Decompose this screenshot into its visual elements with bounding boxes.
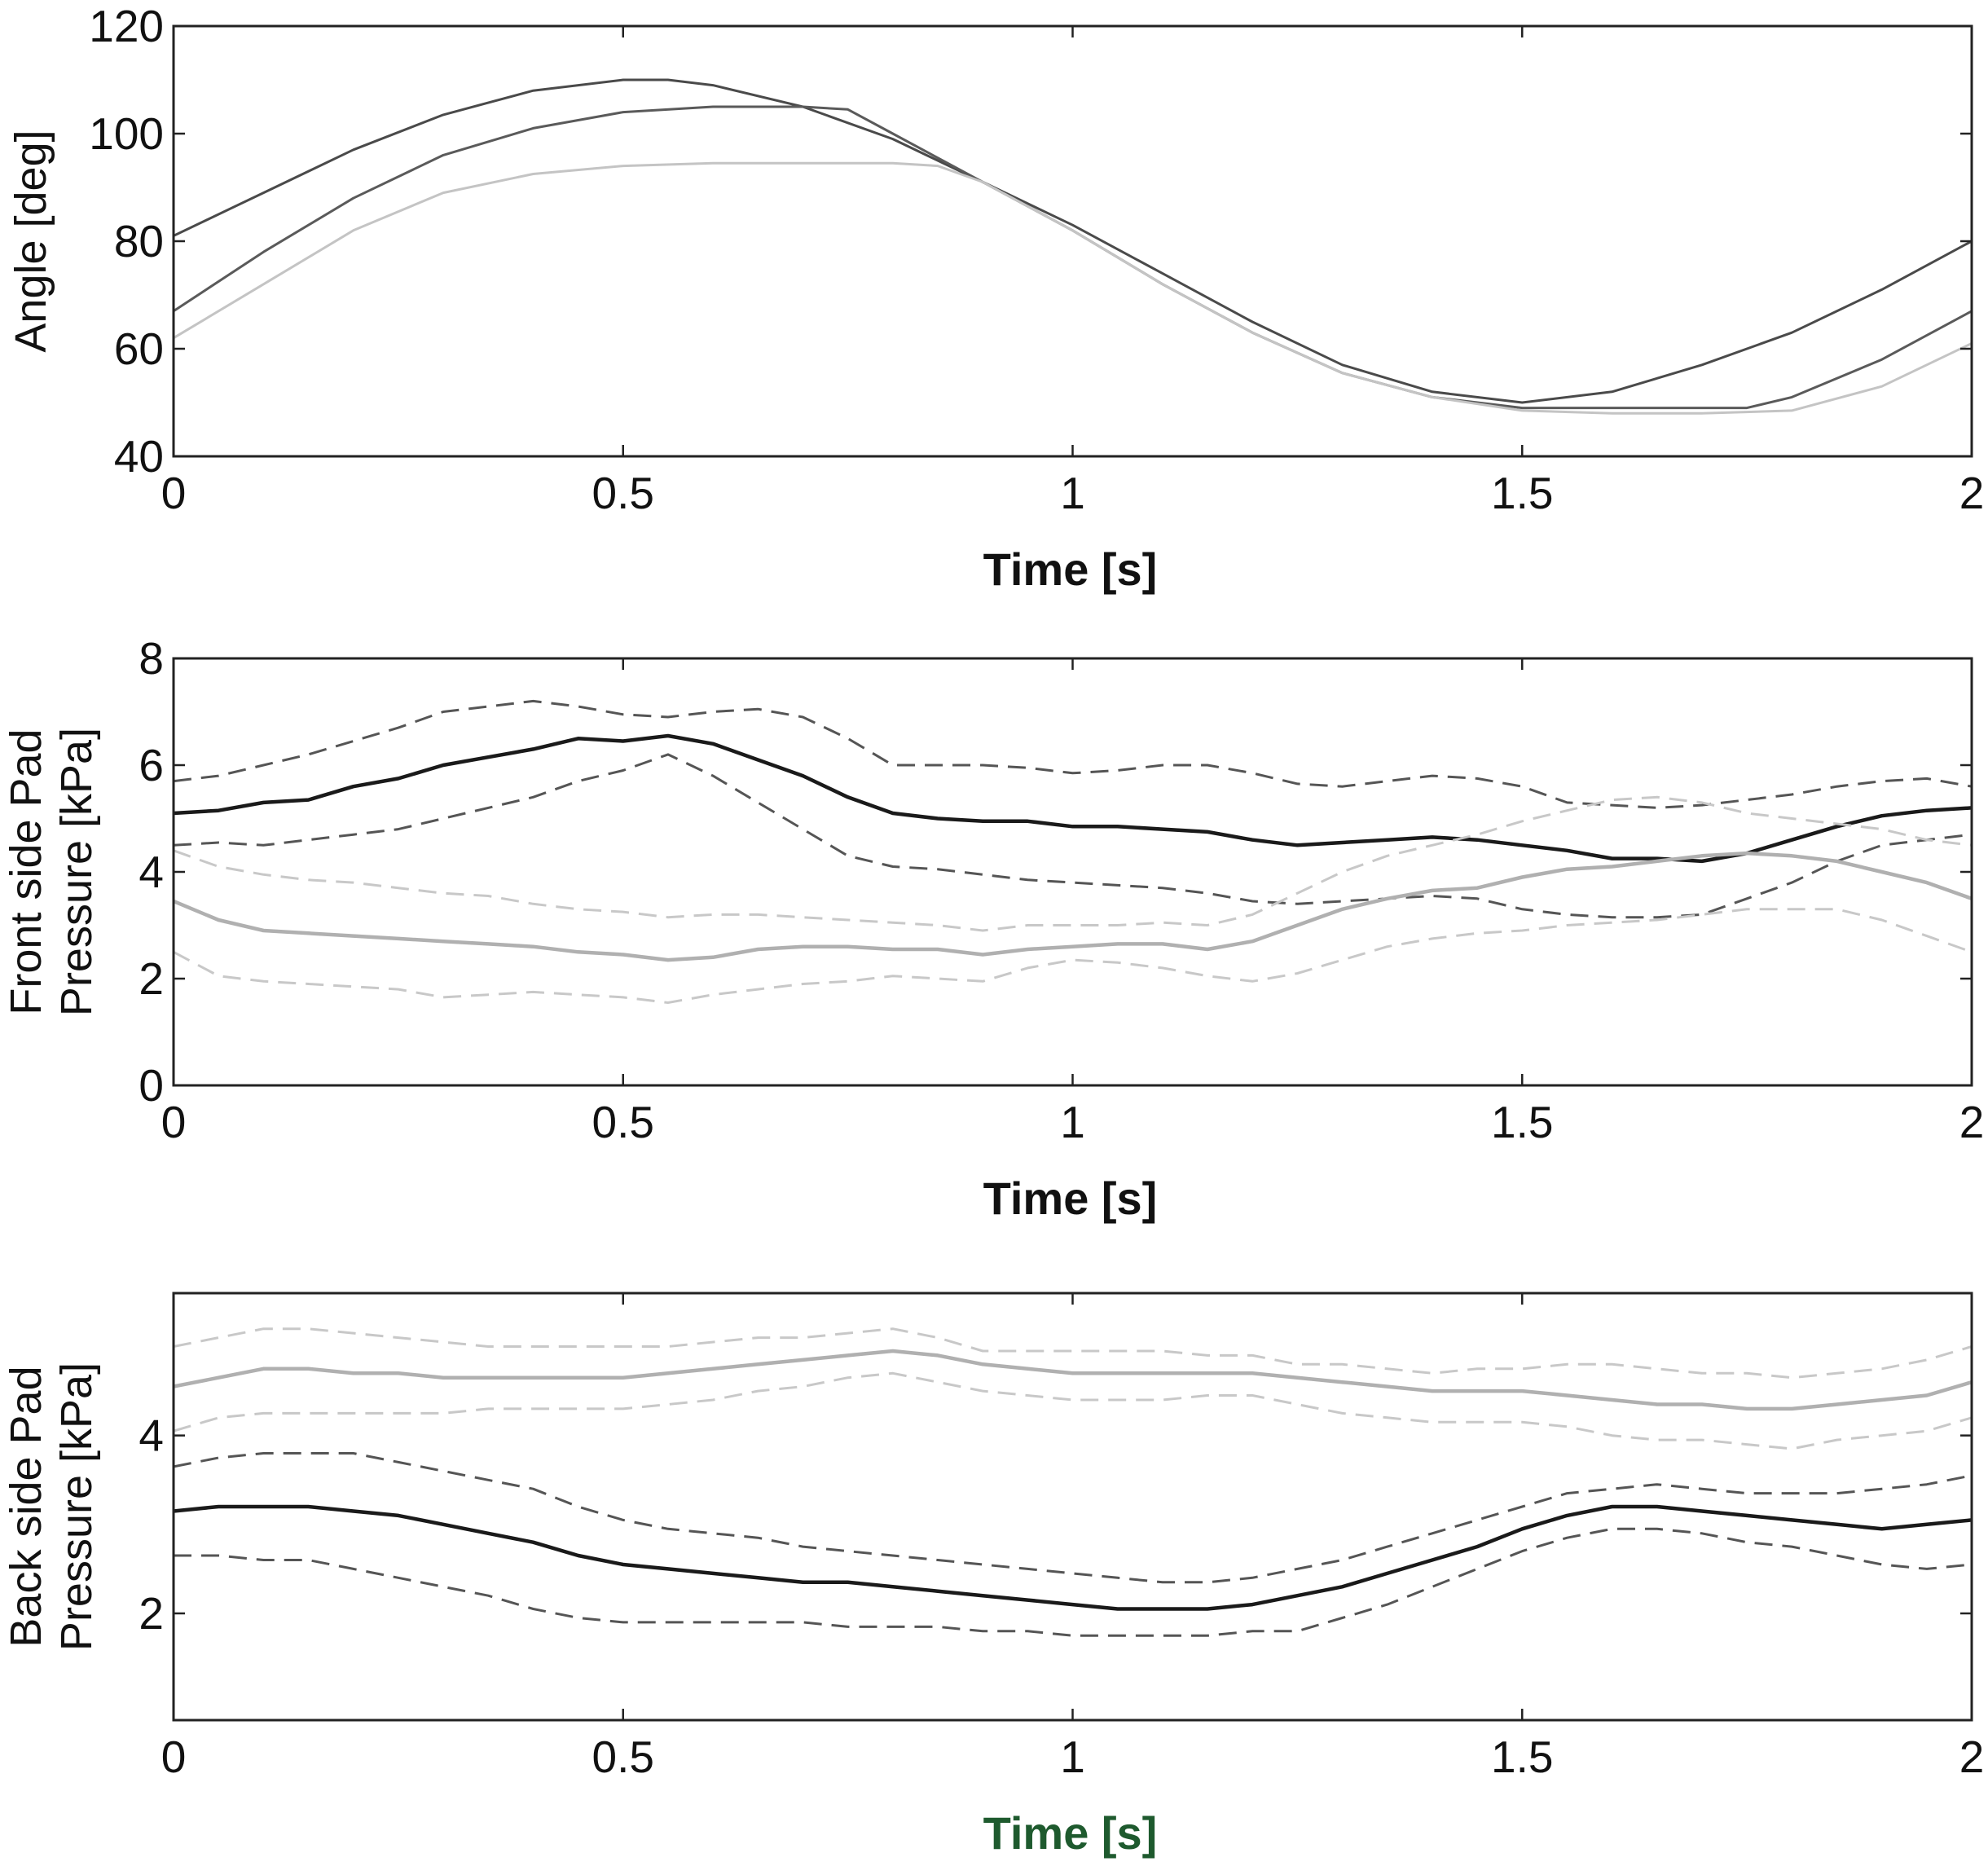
x-tick-label: 0 [161, 1097, 187, 1147]
series-line-front-light-lower [174, 908, 1972, 1004]
series-line-front-dark-mean [174, 733, 1972, 864]
x-axis-label: Time [s] [983, 544, 1158, 595]
y-axis-label: Pressure [kPa] [52, 1362, 101, 1651]
series-line-back-dark-upper [174, 1452, 1972, 1584]
x-tick-label: 0.5 [592, 1732, 654, 1782]
x-tick-label: 1.5 [1491, 1097, 1553, 1147]
y-tick-label: 8 [139, 633, 164, 684]
series-group [174, 78, 1972, 415]
x-axis-label: Time [s] [983, 1807, 1158, 1859]
y-tick-label: 120 [89, 1, 164, 51]
x-tick-label: 1.5 [1491, 468, 1553, 518]
x-tick-label: 0 [161, 468, 187, 518]
series-line-back-light-mean [174, 1349, 1972, 1411]
y-tick-label: 0 [139, 1060, 164, 1111]
x-tick-label: 2 [1959, 468, 1985, 518]
series-line-back-light-lower [174, 1371, 1972, 1450]
x-tick-label: 1 [1060, 1732, 1085, 1782]
series-line-back-dark-mean [174, 1504, 1972, 1611]
series-line-back-dark-lower [174, 1527, 1972, 1637]
series-group [174, 699, 1972, 1004]
series-line-front-dark-lower [174, 753, 1972, 919]
y-axis-label: Front side Pad [2, 728, 51, 1014]
x-tick-label: 0.5 [592, 1097, 654, 1147]
panel-angle: 0 0.5 1 1.5 2 40 60 80 100 120 Time [s] Angle [deg] [7, 1, 1984, 595]
series-line-front-dark-upper [174, 699, 1972, 809]
y-tick-label: 2 [139, 953, 164, 1004]
x-tick-label: 1 [1060, 468, 1085, 518]
y-tick-label: 2 [139, 1588, 164, 1639]
series-line-angle-mid [174, 105, 1972, 410]
x-tick-label: 1 [1060, 1097, 1085, 1147]
y-tick-label: 40 [114, 431, 164, 482]
x-axis-label: Time [s] [983, 1173, 1158, 1224]
axes-frame [172, 24, 1973, 458]
x-tick-label: 2 [1959, 1732, 1985, 1782]
y-tick-label: 60 [114, 323, 164, 374]
x-tick-label: 1.5 [1491, 1732, 1553, 1782]
x-tick-label: 2 [1959, 1097, 1985, 1147]
panel-back: 0 0.5 1 1.5 2 2 4 Time [s] Back side Pad Pressure… [2, 1292, 1985, 1859]
y-tick-label: 4 [139, 847, 164, 897]
y-tick-label: 6 [139, 740, 164, 790]
series-line-angle-light [174, 161, 1972, 415]
series-line-angle-dark [174, 78, 1972, 404]
x-tick-label: 0 [161, 1732, 187, 1782]
y-tick-label: 4 [139, 1411, 164, 1461]
axes-frame [172, 1292, 1973, 1722]
series-group [174, 1327, 1972, 1637]
y-axis-label: Pressure [kPa] [52, 728, 101, 1016]
x-tick-label: 0.5 [592, 468, 654, 518]
y-tick-label: 100 [89, 108, 164, 159]
panel-front: 0 0.5 1 1.5 2 0 2 4 6 8 Time [s] Front side Pad Pres… [2, 633, 1984, 1224]
series-line-back-light-upper [174, 1327, 1972, 1380]
series-line-front-light-upper [174, 795, 1972, 932]
y-axis-label: Angle [deg] [7, 130, 55, 352]
y-tick-label: 80 [114, 216, 164, 266]
y-axis-label: Back side Pad [2, 1366, 51, 1647]
series-line-front-light-mean [174, 851, 1972, 962]
axes-frame [172, 657, 1973, 1087]
